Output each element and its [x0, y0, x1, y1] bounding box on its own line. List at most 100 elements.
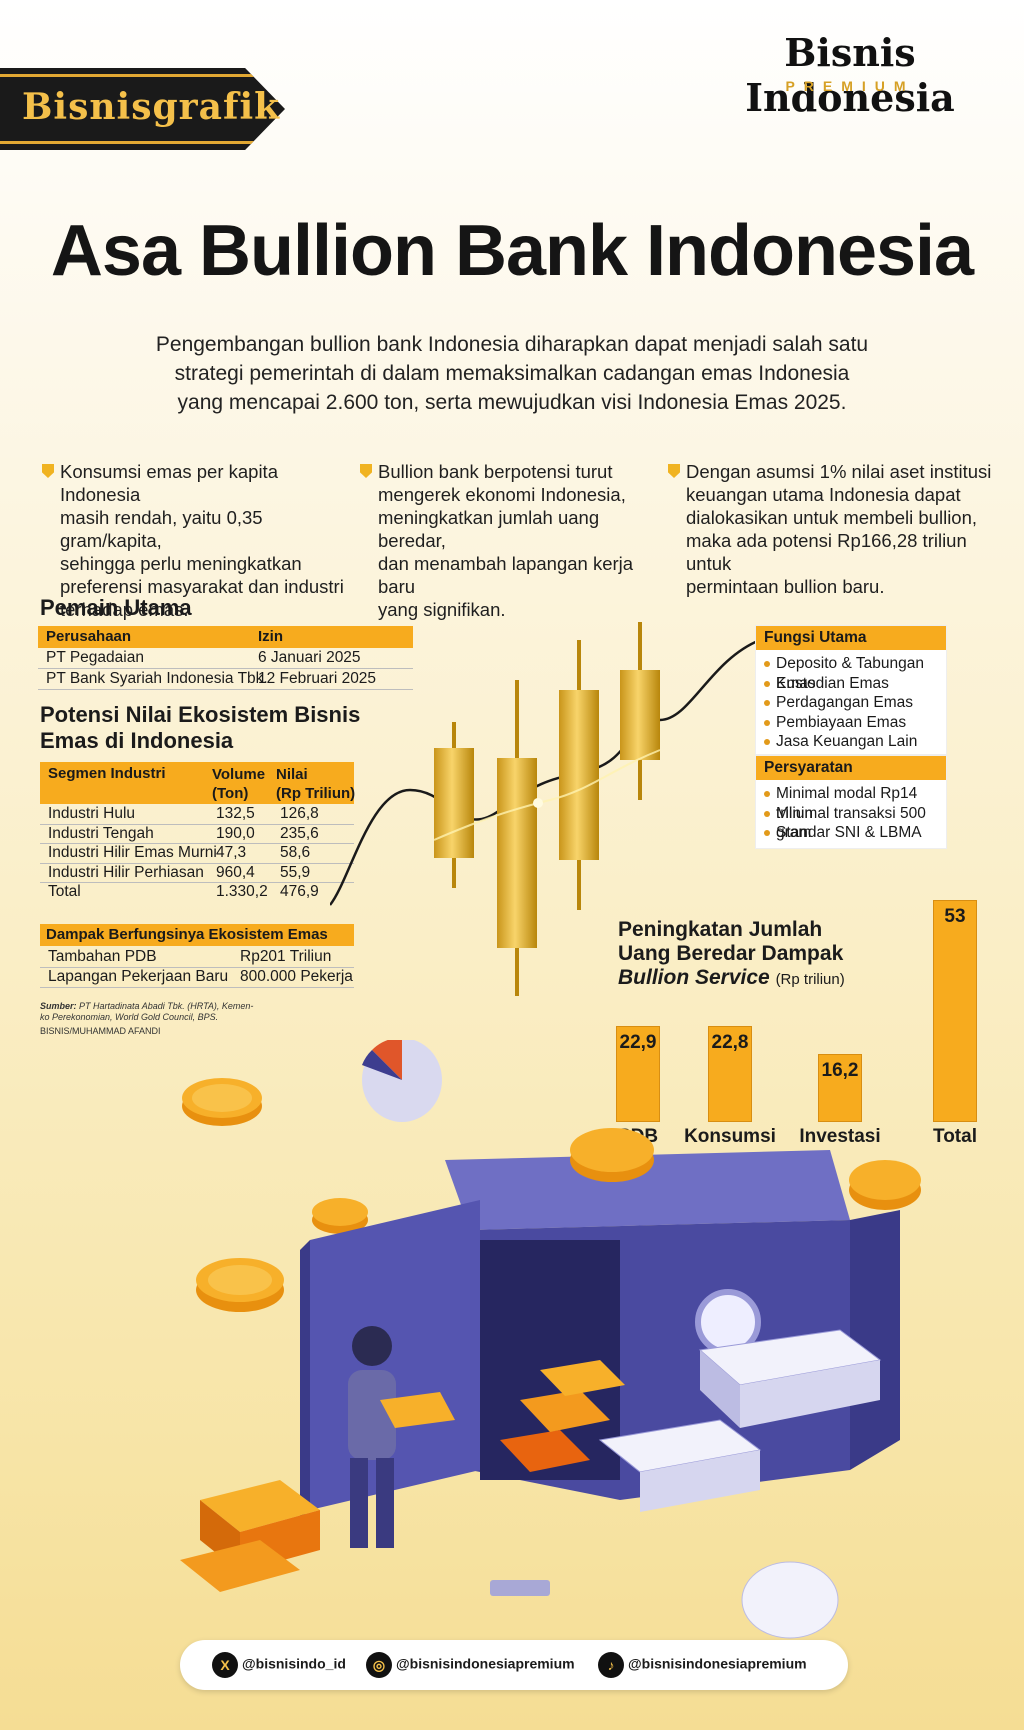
source-text: PT Hartadinata Abadi Tbk. (HRTA), Kemen-	[79, 1001, 254, 1011]
page-title: Asa Bullion Bank Indonesia	[50, 211, 974, 291]
fungsi-item: Jasa Keuangan Lain	[756, 732, 946, 752]
permit-cell: 12 Februari 2025	[258, 670, 377, 687]
pie-chart-icon	[362, 1040, 442, 1122]
table-row: Industri Hulu 132,5 126,8	[40, 805, 354, 825]
potensi-heading: Potensi Nilai Ekosistem Bisnis Emas di I…	[40, 702, 360, 754]
shield-bullet-icon	[360, 464, 372, 478]
volume-cell: 47,3	[216, 844, 247, 861]
potensi-heading-line: Emas di Indonesia	[40, 728, 234, 753]
chart-title-line: Bullion Service	[618, 966, 770, 989]
dollar-sign-icon	[490, 1580, 550, 1596]
money-bag-icon	[741, 1561, 839, 1639]
volume-cell: 1.330,2	[216, 883, 268, 900]
bar-investasi	[818, 1054, 862, 1122]
brand-tag: Bisnisgrafik	[22, 86, 281, 128]
bullet-dot	[764, 791, 770, 797]
bullet-dot	[764, 719, 770, 726]
table-row: Industri Tengah 190,0 235,6	[40, 824, 354, 844]
shield-bullet-icon	[668, 464, 680, 478]
table-row: Lapangan Pekerjaan Baru 800.000 Pekerja	[40, 968, 354, 988]
bullet-line: permintaan bullion baru.	[686, 576, 885, 597]
candlestick-illustration	[330, 622, 760, 996]
value-cell: 476,9	[280, 883, 319, 900]
dampak-heading: Dampak Berfungsinya Ekosistem Emas	[46, 926, 328, 943]
bullet-dot	[764, 810, 770, 817]
social-instagram[interactable]: ◎ @bisnisindonesiapremium	[366, 1652, 575, 1678]
gold-bar-icon	[180, 1480, 320, 1592]
gold-coin-icon	[849, 1160, 921, 1210]
bar-value-label: 53	[944, 906, 966, 927]
segment-cell: Industri Hulu	[48, 805, 136, 822]
persyaratan-item: Standar SNI & LBMA	[756, 823, 946, 843]
table-row: Industri Hilir Emas Murni 47,3 58,6	[40, 844, 354, 864]
chart-title: Peningkatan Jumlah Uang Beredar Dampak B…	[618, 918, 845, 992]
bar-total	[933, 900, 977, 1122]
bullet-economy: Bullion bank berpotensi turut mengerek e…	[360, 460, 670, 620]
persyaratan-item-label: Standar SNI & LBMA	[776, 824, 922, 841]
social-x[interactable]: X @bisnisindo_id	[212, 1652, 346, 1678]
shield-bullet-icon	[42, 464, 54, 478]
potensi-table-header: Segmen Industri Volume (Ton) Nilai (Rp T…	[40, 762, 355, 804]
gold-coin-icon	[312, 1198, 368, 1234]
col-permit: Izin	[258, 628, 283, 645]
gold-bar-icon	[500, 1360, 625, 1472]
table-row: PT Bank Syariah Indonesia Tbk. 12 Februa…	[38, 669, 413, 690]
bullet-line: dan menambah lapangan kerja baru	[378, 553, 634, 597]
segment-cell: Industri Hilir Emas Murni	[48, 844, 217, 861]
table-row: Industri Hilir Perhiasan 960,4 55,9	[40, 863, 354, 883]
table-row: PT Pegadaian 6 Januari 2025	[38, 648, 413, 669]
col-value: Nilai (Rp Triliun)	[276, 765, 355, 803]
dampak-value: 800.000 Pekerja	[240, 968, 353, 985]
segment-cell: Total	[48, 883, 81, 900]
segment-cell: Industri Hilir Perhiasan	[48, 863, 204, 881]
bullet-line: dialokasikan untuk membeli bullion,	[686, 507, 978, 528]
publisher-subtitle: PREMIUM	[785, 78, 915, 94]
pemain-table-header: Perusahaan Izin	[38, 626, 413, 648]
x-handle: @bisnisindo_id	[242, 1655, 346, 1672]
company-cell: PT Bank Syariah Indonesia Tbk.	[46, 670, 268, 687]
fungsi-heading: Fungsi Utama	[756, 626, 946, 650]
fungsi-item-label: Deposito & Tabungan Emas	[776, 655, 924, 692]
bar-konsumsi	[708, 1026, 752, 1122]
col-segment: Segmen Industri	[48, 765, 166, 782]
credit: BISNIS/MUHAMMAD AFANDI	[40, 1026, 161, 1036]
source-label: Sumber:	[40, 1001, 77, 1011]
tiktok-handle: @bisnisindonesiapremium	[628, 1655, 807, 1672]
dampak-table-header: Dampak Berfungsinya Ekosistem Emas	[40, 924, 354, 946]
publisher-logo: Bisnis Indonesia	[745, 30, 955, 120]
col-value-line: Nilai	[276, 766, 308, 783]
chart-title-line: Uang Beredar Dampak	[618, 942, 844, 965]
fungsi-item-label: Jasa Keuangan Lain	[776, 733, 918, 750]
persyaratan-item: Minimal transaksi 500 gram	[756, 804, 946, 841]
bullet-dot	[764, 739, 770, 745]
source-text: ko Perekonomian, World Gold Council, BPS…	[40, 1012, 219, 1022]
chart-unit: (Rp triliun)	[775, 971, 845, 988]
fungsi-item-label: Perdagangan Emas	[776, 694, 914, 711]
bullet-line: sehingga perlu meningkatkan	[60, 553, 302, 574]
intro-text: Pengembangan bullion bank Indonesia diha…	[155, 333, 869, 414]
bar-pdb	[616, 1026, 660, 1122]
brand-banner	[0, 68, 285, 150]
bullet-line: maka ada potensi Rp166,28 triliun untuk	[686, 530, 967, 574]
chart-title-line: Peningkatan Jumlah	[618, 918, 823, 941]
segment-cell: Industri Tengah	[48, 824, 154, 842]
bar-value-label: 22,8	[711, 1032, 749, 1053]
fungsi-item: Deposito & Tabungan Emas	[756, 654, 946, 692]
volume-cell: 190,0	[216, 824, 255, 842]
bullet-dot	[764, 700, 770, 706]
instagram-icon: ◎	[366, 1652, 392, 1678]
bullet-line: yang signifikan.	[378, 599, 506, 620]
bullet-assumption: Dengan asumsi 1% nilai aset institusi ke…	[668, 460, 1013, 597]
bullet-dot	[764, 661, 770, 667]
fungsi-item-label: Pembiayaan Emas	[776, 713, 907, 731]
col-company: Perusahaan	[46, 628, 132, 645]
instagram-handle: @bisnisindonesiapremium	[396, 1655, 575, 1672]
table-row: Tambahan PDB Rp201 Triliun	[40, 948, 354, 968]
source-note: Sumber: PT Hartadinata Abadi Tbk. (HRTA)…	[40, 1001, 300, 1037]
dampak-label: Tambahan PDB	[48, 948, 157, 965]
social-tiktok[interactable]: ♪ @bisnisindonesiapremium	[598, 1652, 807, 1678]
bullet-line: Konsumsi emas per kapita Indonesia	[60, 461, 278, 505]
bullet-line: masih rendah, yaitu 0,35 gram/kapita,	[60, 507, 263, 551]
permit-cell: 6 Januari 2025	[258, 649, 361, 666]
bullet-line: Bullion bank berpotensi turut	[378, 461, 613, 482]
